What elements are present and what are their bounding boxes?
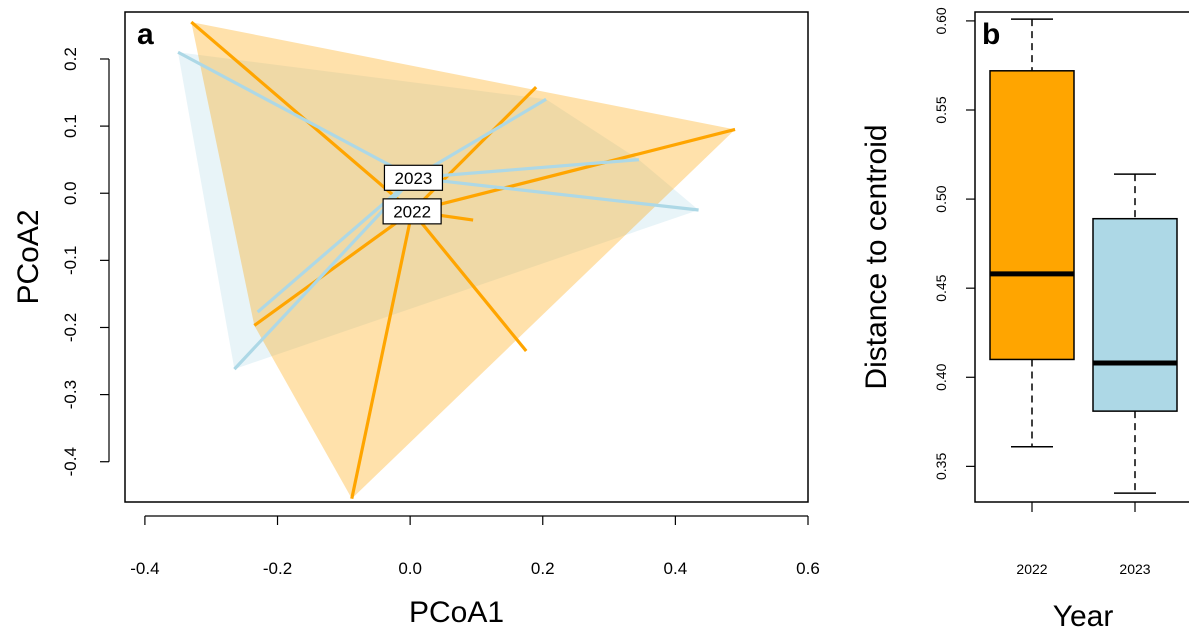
y-tick-label-a: -0.4 xyxy=(61,447,80,476)
plot-frame-b xyxy=(974,11,1189,503)
y-tick-label-b: 0.50 xyxy=(933,185,949,212)
x-axis-b: 2022 2023 xyxy=(1016,502,1151,577)
panel-label-b: b xyxy=(982,18,1000,51)
x-axis-title-a: PCoA1 xyxy=(409,596,504,629)
convex-hulls xyxy=(178,22,736,499)
box-2022 xyxy=(989,70,1075,361)
centroid-box-2023 xyxy=(383,164,444,191)
spider-line-2022-3 xyxy=(411,127,736,213)
spider-line-2023-1 xyxy=(177,50,415,180)
centroid-label-2022: 2022 xyxy=(393,202,431,221)
box-2023 xyxy=(1092,217,1178,412)
plot-frame-a xyxy=(124,11,809,503)
x-tick-label-a: 0.2 xyxy=(531,559,555,578)
y-tick-label-a: 0.1 xyxy=(61,114,80,138)
x-tick-label-a: -0.4 xyxy=(130,559,159,578)
x-tick-label-a: 0.6 xyxy=(796,559,820,578)
y-tick-label-a: -0.2 xyxy=(61,313,80,342)
x-tick-label-a: -0.2 xyxy=(263,559,292,578)
x-tick-label-a: 0.0 xyxy=(398,559,422,578)
x-axis-a: -0.4 -0.2 0.0 0.2 0.4 0.6 xyxy=(130,515,820,578)
y-axis-title-b: Distance to centroid xyxy=(860,124,893,389)
x-tick-label-b: 2022 xyxy=(1016,561,1047,577)
y-tick-label-b: 0.55 xyxy=(933,96,949,123)
y-tick-label-b: 0.40 xyxy=(933,363,949,390)
spider-line-2022-5 xyxy=(253,210,414,327)
centroid-labels: 2022 2023 xyxy=(382,164,444,225)
box-plots xyxy=(989,18,1178,494)
y-axis-b: 0.35 0.40 0.45 0.50 0.55 0.60 xyxy=(933,7,975,480)
y-axis-title-a: PCoA2 xyxy=(12,209,45,304)
panel-label-a: a xyxy=(137,18,154,51)
x-axis-title-b: Year xyxy=(1053,600,1114,631)
y-axis-a: -0.4 -0.3 -0.2 -0.1 0.0 0.1 0.2 xyxy=(61,47,110,476)
panel-b-boxplot: 2022 2023 0.35 0.40 0.45 0.50 0.55 0.60 Year D… xyxy=(860,7,1189,631)
y-tick-label-a: 0.0 xyxy=(61,181,80,205)
y-tick-label-b: 0.35 xyxy=(933,453,949,480)
centroid-box-2022 xyxy=(382,198,442,225)
y-tick-label-a: -0.3 xyxy=(61,380,80,409)
hull-2022 xyxy=(191,22,736,499)
y-tick-label-a: 0.2 xyxy=(61,47,80,71)
x-tick-label-b: 2023 xyxy=(1119,561,1150,577)
y-tick-label-b: 0.45 xyxy=(933,274,949,301)
spider-line-2022-6 xyxy=(410,210,528,352)
centroid-label-2023: 2023 xyxy=(395,169,433,188)
spider-line-2023-4 xyxy=(413,176,699,212)
spider-line-2022-7 xyxy=(350,211,414,499)
y-tick-label-a: -0.1 xyxy=(61,246,80,275)
x-tick-label-a: 0.4 xyxy=(664,559,688,578)
y-tick-label-b: 0.60 xyxy=(933,7,949,34)
spider-line-2023-3 xyxy=(413,158,640,180)
